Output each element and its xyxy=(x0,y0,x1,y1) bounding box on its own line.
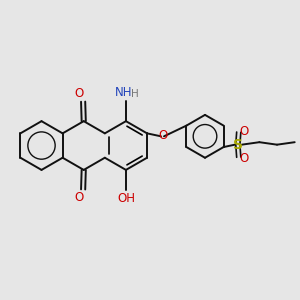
Text: O: O xyxy=(75,87,84,100)
Text: H: H xyxy=(131,89,139,99)
Text: O: O xyxy=(75,191,84,204)
Text: O: O xyxy=(158,129,167,142)
Text: OH: OH xyxy=(117,192,135,205)
Text: O: O xyxy=(239,125,248,138)
Text: NH: NH xyxy=(115,86,132,99)
Text: O: O xyxy=(239,152,248,164)
Text: S: S xyxy=(233,138,243,152)
